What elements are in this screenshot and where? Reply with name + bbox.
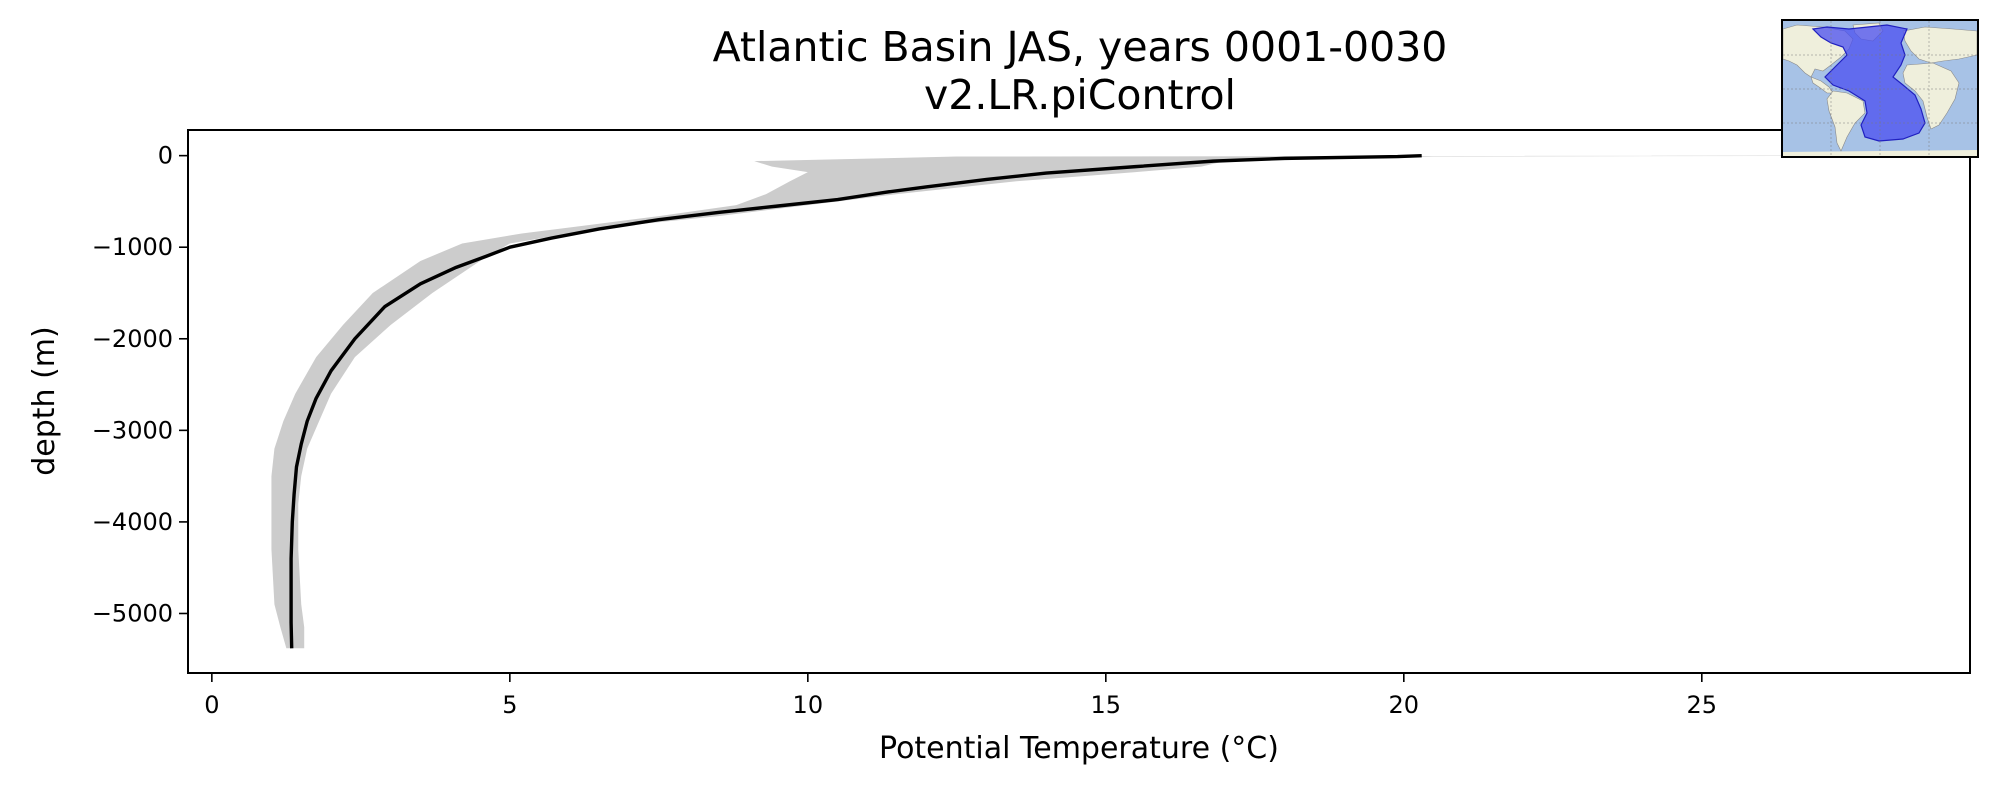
y-axis-label: depth (m)	[27, 326, 62, 476]
range-band-layer	[271, 155, 1971, 649]
x-tick-label: 0	[204, 691, 219, 719]
chart-title: Atlantic Basin JAS, years 0001-0030	[712, 23, 1448, 71]
x-tick-label: 10	[793, 691, 824, 719]
x-tick-label: 5	[502, 691, 517, 719]
y-tick-label: −4000	[92, 508, 173, 536]
x-tick-label: 25	[1687, 691, 1718, 719]
y-tick-label: 0	[158, 142, 173, 170]
y-tick-label: −3000	[92, 416, 173, 444]
axes-frame	[187, 129, 1971, 674]
y-tick-label: −5000	[92, 599, 173, 627]
atlantic-basin-map-icon	[1781, 19, 1979, 158]
x-tick-label: 15	[1091, 691, 1122, 719]
y-tick-label: −1000	[92, 233, 173, 261]
y-axis-ticks: 0 −1000 −2000 −3000 −4000 −5000	[92, 142, 188, 627]
mean-profile-line	[289, 153, 1422, 649]
range-band	[271, 155, 1971, 649]
x-axis-ticks: 0 5 10 15 20 25	[204, 673, 1717, 719]
mean-line-layer	[289, 153, 1422, 649]
x-tick-label: 20	[1389, 691, 1420, 719]
y-tick-label: −2000	[92, 325, 173, 353]
x-axis-label: Potential Temperature (°C)	[879, 731, 1279, 766]
chart-subtitle: v2.LR.piControl	[924, 71, 1236, 119]
